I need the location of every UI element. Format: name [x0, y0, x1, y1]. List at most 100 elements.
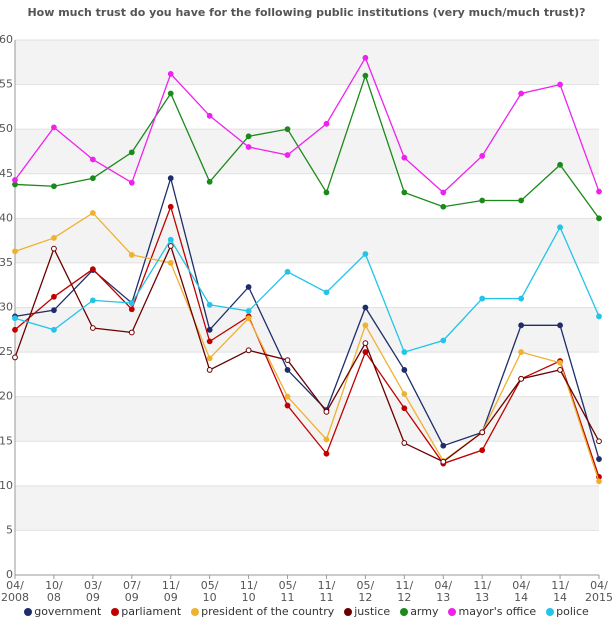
x-tick-label: 04/ 2008 [1, 579, 29, 604]
data-point [362, 340, 369, 347]
x-tick-label: 11/ 14 [551, 579, 569, 604]
data-point [128, 300, 135, 306]
data-point [284, 152, 291, 158]
data-point [245, 284, 252, 290]
data-point [518, 322, 525, 329]
data-point [206, 112, 213, 119]
data-point [479, 153, 486, 159]
data-point [284, 402, 291, 409]
data-point [167, 203, 174, 210]
data-point [245, 133, 252, 140]
data-point [89, 297, 96, 304]
data-point [51, 293, 57, 300]
band [15, 307, 599, 353]
data-point [440, 189, 447, 196]
y-tick-label: 30 [0, 301, 13, 314]
data-point [479, 429, 486, 436]
data-point [401, 189, 408, 196]
data-point [479, 295, 486, 302]
data-point [51, 307, 57, 314]
data-point [362, 54, 369, 61]
x-tick-label: 03/ 09 [84, 579, 102, 604]
legend-marker [111, 607, 120, 616]
data-point [323, 189, 330, 196]
band [15, 129, 599, 174]
chart: 0 5 10 15 20 25 30 35 40 45 50 55 60 [0, 33, 602, 581]
data-point [557, 367, 563, 373]
legend-item: police [546, 605, 589, 618]
y-tick-label: 50 [0, 122, 13, 135]
data-point [206, 326, 213, 333]
data-point [440, 337, 447, 344]
data-point [167, 70, 174, 77]
data-point [12, 326, 18, 333]
data-point [557, 81, 563, 88]
data-point [206, 367, 213, 373]
legend-label: parliament [121, 605, 182, 618]
series-line [14, 204, 600, 478]
legend-item: army [400, 605, 438, 618]
legend-marker [344, 607, 353, 616]
y-tick-label: 35 [0, 256, 13, 269]
series-line [14, 175, 600, 460]
data-point [596, 188, 602, 195]
data-point [128, 329, 135, 336]
data-point [89, 156, 96, 163]
data-point [12, 248, 18, 255]
x-tick-label: 05/ 11 [278, 579, 297, 604]
data-point [440, 458, 447, 465]
legend-item: justice [344, 605, 390, 618]
y-tick-label: 0 [6, 568, 13, 581]
data-point [245, 144, 252, 150]
x-tick-label: 04/ 14 [512, 579, 530, 604]
data-point [401, 367, 408, 373]
data-point [167, 236, 174, 243]
data-point [401, 440, 408, 446]
data-point [518, 90, 525, 97]
x-tick-label: 11/ 13 [473, 579, 492, 604]
y-tick-label: 10 [0, 479, 13, 492]
band [15, 485, 599, 531]
data-point [362, 72, 369, 79]
data-point [401, 405, 408, 412]
legend-marker [448, 607, 457, 616]
legend-item: mayor's office [448, 605, 536, 618]
data-point [362, 251, 369, 257]
band [15, 218, 599, 263]
data-point [362, 304, 369, 311]
data-point [596, 215, 602, 222]
y-tick-label: 40 [0, 211, 13, 224]
data-point [206, 178, 213, 185]
x-tick-label: 05/ 10 [200, 579, 219, 604]
data-point [167, 90, 174, 97]
data-point [89, 325, 96, 331]
y-tick-label: 25 [0, 345, 13, 358]
series-line [14, 56, 600, 194]
data-point [323, 436, 330, 443]
data-point [206, 338, 213, 345]
data-point [12, 177, 18, 183]
data-point [479, 197, 486, 204]
data-point [51, 183, 57, 190]
x-tick-label: 11/ 10 [239, 579, 258, 604]
legend-item: government [24, 605, 101, 618]
legend-label: army [410, 605, 439, 618]
legend: government parliament president of the cou… [0, 605, 613, 618]
data-point [362, 322, 369, 329]
legend-marker [191, 607, 200, 616]
data-point [323, 408, 330, 415]
band [15, 40, 599, 85]
data-point [323, 120, 330, 127]
data-point [596, 313, 602, 320]
series-line [14, 73, 600, 219]
data-point [128, 179, 135, 186]
data-point [362, 349, 369, 355]
data-point [245, 308, 252, 314]
data-point [596, 478, 602, 485]
data-point [245, 347, 252, 354]
data-point [284, 357, 291, 364]
legend-label: mayor's office [458, 605, 537, 618]
data-point [323, 450, 330, 457]
legend-label: president of the country [201, 605, 335, 618]
